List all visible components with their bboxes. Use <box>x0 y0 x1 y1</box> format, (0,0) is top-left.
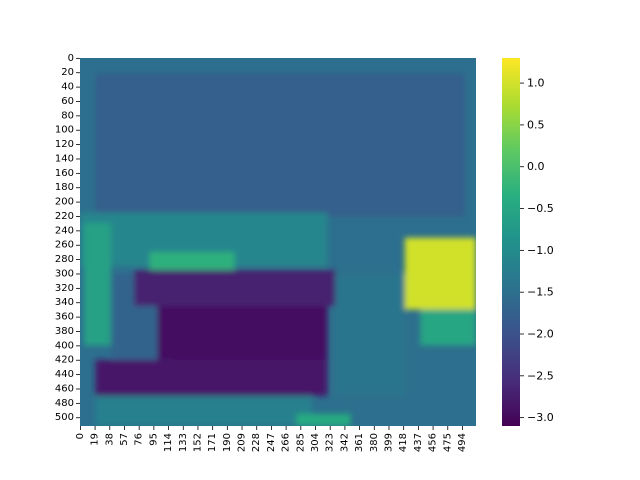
y-tick-label: 40 <box>61 82 74 93</box>
colorbar-tick-label: 0.0 <box>527 160 545 173</box>
y-tick-label: 160 <box>55 168 74 179</box>
x-tick-label: 209 <box>237 433 248 452</box>
x-tick-label: 361 <box>354 433 365 452</box>
heatmap-region <box>95 395 313 426</box>
y-tick-label: 360 <box>55 312 74 323</box>
x-tick-label: 38 <box>104 433 115 446</box>
y-tick-label: 480 <box>55 398 74 409</box>
colorbar-tick-label: 0.5 <box>527 118 545 131</box>
y-tick-label: 220 <box>55 211 74 222</box>
y-tick-label: 280 <box>55 254 74 265</box>
x-tick-label: 0 <box>75 433 86 439</box>
heatmap-region <box>95 359 328 396</box>
y-tick-label: 320 <box>55 283 74 294</box>
colorbar-tick-label: −2.5 <box>527 369 554 382</box>
y-tick-label: 420 <box>55 355 74 366</box>
y-tick-label: 60 <box>61 96 74 107</box>
x-tick-label: 247 <box>266 433 277 452</box>
colorbar-tick-label: −0.5 <box>527 202 554 215</box>
heatmap-region <box>404 237 476 310</box>
y-tick-label: 20 <box>61 67 74 78</box>
heatmap-region <box>134 270 336 306</box>
x-tick-label: 152 <box>192 433 203 452</box>
y-tick-label: 500 <box>55 412 74 423</box>
colorbar: 1.0 0.5 0.0 −0.5 −1.0 −1.5 −2.0 −2.5 −3.0 <box>502 58 554 426</box>
x-tick-label: 456 <box>428 433 439 452</box>
x-axis: 0 19 38 57 76 95 114 133 152 171 190 209 228 247 266 28… <box>75 426 468 452</box>
y-tick-label: 200 <box>55 197 74 208</box>
colorbar-gradient <box>502 58 520 426</box>
y-tick-label: 140 <box>55 153 74 164</box>
y-tick-label: 240 <box>55 225 74 236</box>
heatmap-region <box>157 305 328 360</box>
colorbar-tick-label: −1.0 <box>527 244 554 257</box>
x-tick-label: 399 <box>383 433 394 452</box>
x-tick-label: 266 <box>281 433 292 452</box>
x-tick-label: 133 <box>178 433 189 452</box>
x-tick-label: 342 <box>339 433 350 452</box>
x-tick-label: 304 <box>310 433 321 452</box>
y-axis: 0 20 40 60 80 100 120 140 160 180 200 220 240 260 280 3… <box>55 53 80 423</box>
heatmap-region-group <box>80 73 476 426</box>
y-tick-label: 380 <box>55 326 74 337</box>
heatmap-plot-area <box>80 58 476 426</box>
x-tick-label: 437 <box>413 433 424 452</box>
heatmap-region <box>335 273 405 396</box>
x-tick-label: 95 <box>148 433 159 446</box>
colorbar-tick-label: −2.0 <box>527 328 554 341</box>
heatmap-region <box>95 73 465 217</box>
heatmap-region <box>83 223 111 346</box>
x-tick-label: 57 <box>119 433 130 446</box>
heatmap-region <box>296 413 351 426</box>
x-tick-label: 380 <box>369 433 380 452</box>
x-tick-label: 19 <box>90 433 101 446</box>
y-tick-label: 120 <box>55 139 74 150</box>
x-tick-label: 76 <box>134 433 145 446</box>
y-tick-label: 80 <box>61 110 74 121</box>
x-tick-label: 228 <box>251 433 262 452</box>
heatmap-cells <box>80 58 476 426</box>
y-tick-label: 300 <box>55 268 74 279</box>
y-tick-label: 340 <box>55 297 74 308</box>
x-tick-label: 418 <box>398 433 409 452</box>
x-tick-label: 114 <box>163 433 174 452</box>
colorbar-ticks: 1.0 0.5 0.0 −0.5 −1.0 −1.5 −2.0 −2.5 −3.0 <box>520 77 554 424</box>
y-tick-label: 460 <box>55 383 74 394</box>
heatmap-region <box>420 309 476 346</box>
y-tick-label: 100 <box>55 125 74 136</box>
colorbar-tick-label: −1.5 <box>527 286 554 299</box>
heatmap-region <box>149 252 235 274</box>
y-tick-label: 0 <box>68 53 74 64</box>
x-tick-label: 171 <box>207 433 218 452</box>
y-tick-label: 400 <box>55 340 74 351</box>
x-tick-label: 494 <box>457 433 468 452</box>
x-tick-label: 285 <box>295 433 306 452</box>
x-tick-label: 475 <box>442 433 453 452</box>
y-tick-label: 260 <box>55 240 74 251</box>
x-tick-label: 190 <box>222 433 233 452</box>
colorbar-tick-label: −3.0 <box>527 411 554 424</box>
y-tick-label: 180 <box>55 182 74 193</box>
y-tick-label: 440 <box>55 369 74 380</box>
colorbar-tick-label: 1.0 <box>527 77 545 90</box>
x-tick-label: 323 <box>325 433 336 452</box>
